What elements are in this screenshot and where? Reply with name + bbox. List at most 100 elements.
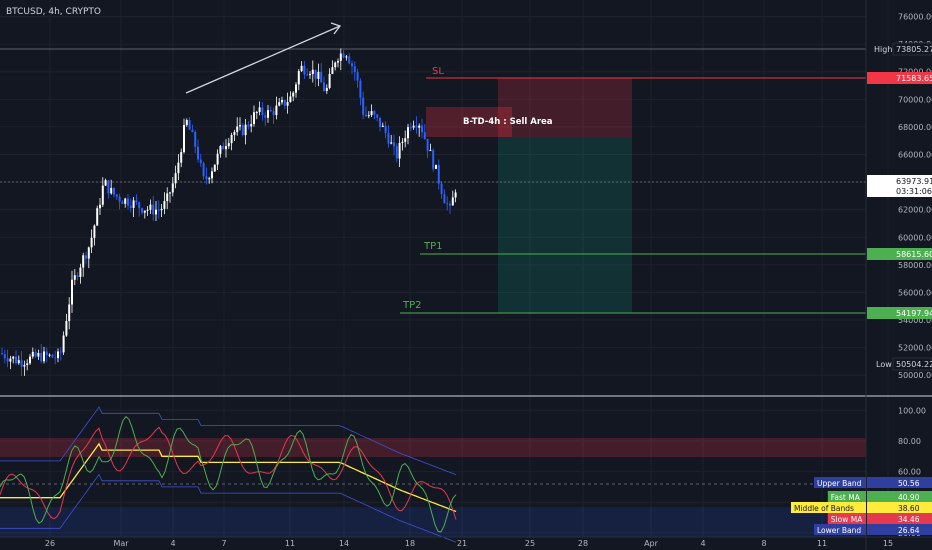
candle-body [393,142,395,147]
fast-ma-line [0,415,457,533]
candle-body [79,267,82,277]
candle-body [213,164,216,172]
tp1-price-value: 58615.60 [896,250,932,259]
candle-body [141,208,143,213]
candle-body [236,126,239,132]
price-tick: 68000.00 [898,123,932,132]
candle-body [177,162,180,174]
candle-body [348,56,351,64]
osc-tag-label: Middle of Bands [794,504,854,513]
tp2-label[interactable]: TP2 [402,300,422,311]
time-axis[interactable]: 26 Mar 4 7 11 14 18 21 25 28 Apr 4 8 11 15 [45,539,893,548]
time-tick: 26 [45,539,55,548]
last-price-tag [867,175,932,197]
candle-body [211,171,213,179]
high-label: High [874,45,892,54]
candle-body [99,204,101,209]
middle-band-line [0,442,457,513]
stop-zone[interactable] [498,78,632,137]
candle-body [289,96,292,103]
candle-body [435,164,437,169]
candle-body [59,351,62,353]
candle-body [40,352,43,362]
high-tag [892,42,932,56]
time-tick: 21 [457,539,467,548]
candle-body [387,132,390,144]
price-tick: 66000.00 [898,151,932,160]
candle-body [395,146,398,159]
candle-body [331,67,334,74]
candle-body [367,115,370,117]
candle-body [370,111,373,116]
candle-body [174,173,177,184]
candle-body [449,203,451,206]
candle-body [85,255,87,259]
osc-tag-value: 40.90 [898,493,920,502]
candle-body [353,66,356,73]
tp1-label[interactable]: TP1 [423,241,443,252]
candle-body [362,97,365,115]
candle-body [3,354,6,359]
candle-body [379,117,381,127]
bar-countdown: 03:31:06 [896,187,932,196]
candle-body [317,71,320,79]
osc-tag-label: Lower Band [817,526,861,535]
candle-body [15,356,17,364]
low-value: 50504.22 [896,360,932,369]
osc-tag-label: Upper Band [817,479,862,488]
candle-body [409,127,412,129]
candle-body [373,111,376,115]
candle-body [255,112,258,114]
candle-body [17,360,20,364]
sell-area-box[interactable] [426,107,512,137]
osc-tag-value: 50.56 [898,479,920,488]
profit-zone[interactable] [498,137,632,313]
candle-body [454,192,457,198]
candle-body [110,187,113,194]
candle-body [93,225,96,238]
candle-body [443,194,446,204]
sl-price-tag [867,72,932,84]
candle-body [205,176,208,179]
candle-body [124,198,127,204]
price-tick: 76000.00 [898,13,932,22]
osc-tag-label-box [827,491,866,502]
candle-body [115,194,118,197]
osc-tag-label-box [827,513,866,524]
trend-arrow-line[interactable] [185,25,341,94]
candle-body [356,72,359,81]
symbol-title[interactable]: BTCUSD, 4h, CRYPTO [6,7,101,17]
time-tick: Mar [113,539,129,548]
lower-band-line [0,473,457,543]
candle-body [423,132,426,139]
candle-body [104,180,107,186]
candle-body [241,125,244,136]
candle-body [281,100,283,103]
candle-body [446,203,449,205]
osc-tag-label-box [814,524,866,535]
candle-body [415,125,418,128]
candle-body [342,53,345,58]
candle-body [239,125,241,127]
candle-body [37,352,40,357]
osc-tag-value-box [867,477,932,488]
candle-body [261,107,264,116]
candle-body [306,74,309,76]
candle-body [283,100,286,106]
candle-body [328,73,331,88]
candle-body [1,353,3,355]
sell-area-label[interactable]: B-TD-4h : Sell Area [463,117,553,127]
price-tick: 56000.00 [898,288,932,297]
candle-body [258,107,261,113]
slow-ma-line [0,426,457,520]
price-tick: 60000.00 [898,233,932,242]
price-tick: 54000.00 [898,316,932,325]
candle-body [451,197,454,206]
candle-body [426,138,429,151]
candle-body [216,153,219,165]
candle-body [12,356,15,359]
candle-body [96,208,99,226]
sl-label[interactable]: SL [432,66,444,77]
tp1-price-tag [867,248,932,260]
